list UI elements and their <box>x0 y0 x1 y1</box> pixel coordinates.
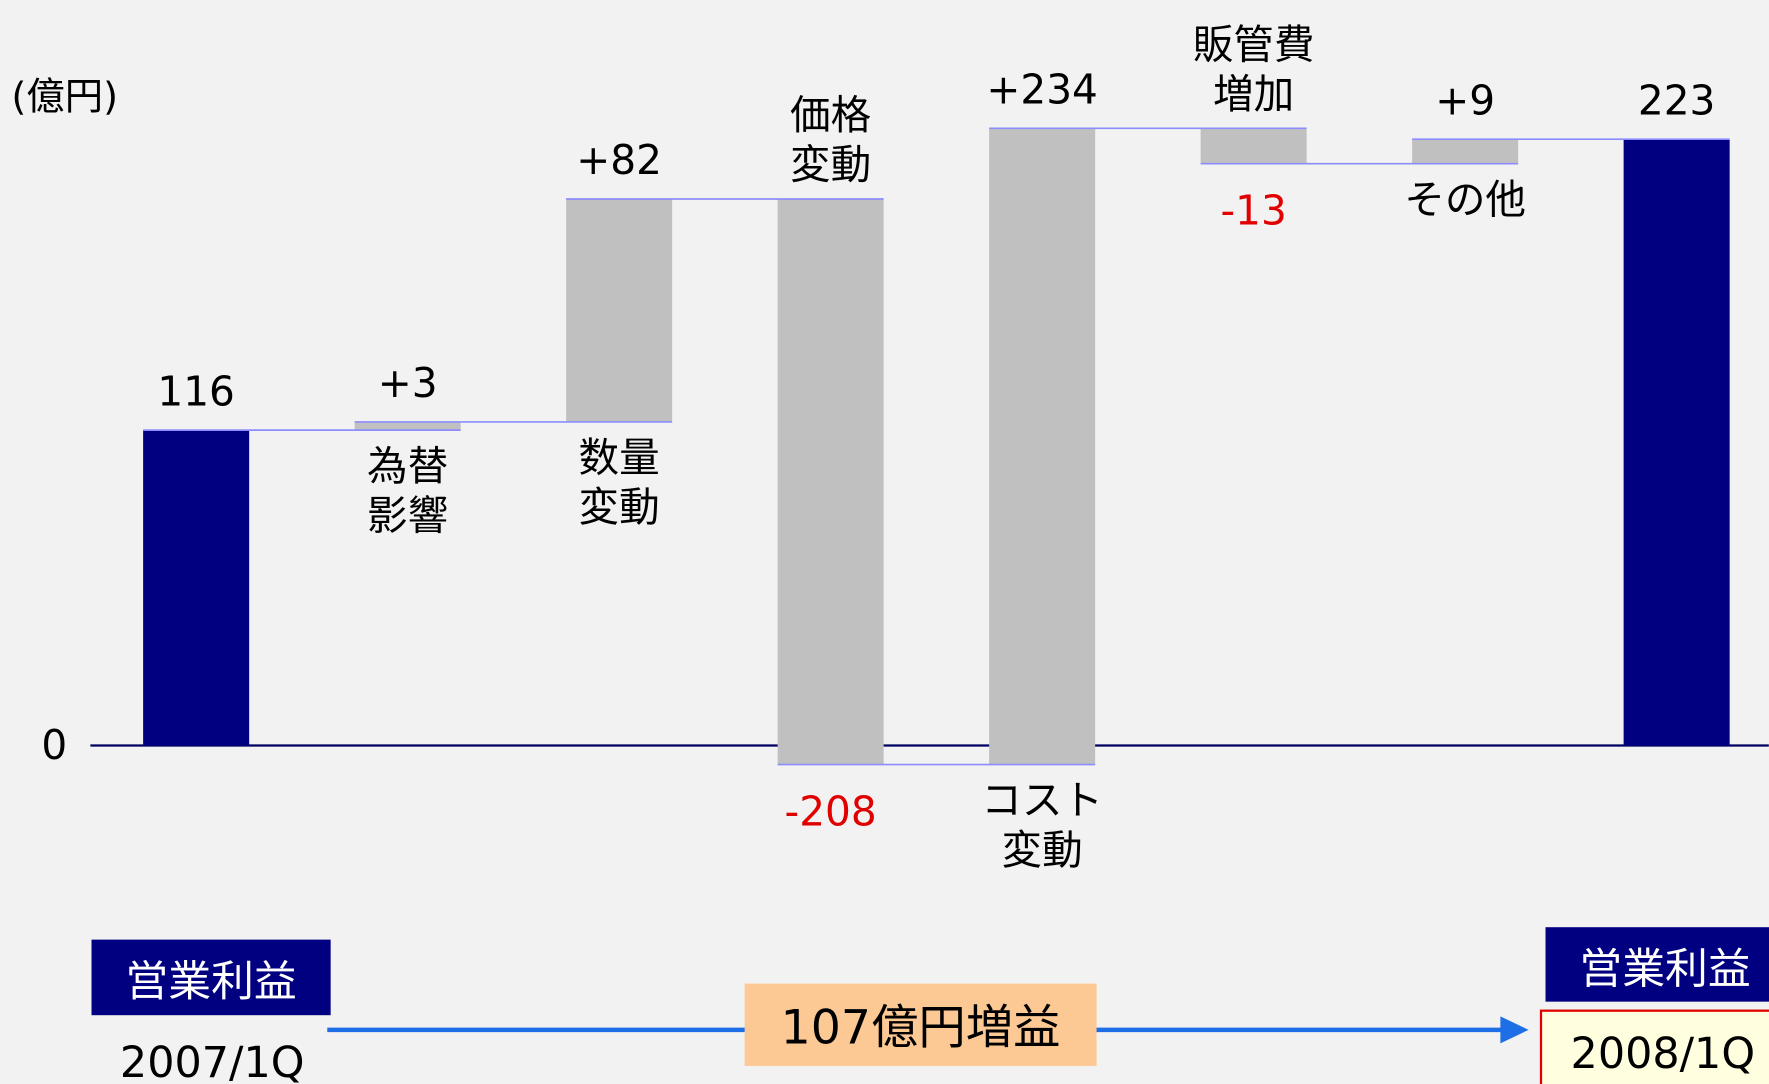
bar <box>143 430 250 746</box>
value-label: +9 <box>1435 76 1495 124</box>
bar <box>354 421 461 431</box>
bar <box>989 128 1096 765</box>
y-tick-label: 0 <box>41 721 67 769</box>
category-line: 数量 <box>579 434 660 482</box>
end-label: 営業利益 <box>1579 945 1750 995</box>
bar <box>1623 139 1730 746</box>
value-label: +82 <box>576 136 662 184</box>
value-label: 116 <box>157 367 234 415</box>
category-line: 変動 <box>790 141 871 189</box>
category-line: 為替 <box>367 442 448 490</box>
value-label: +234 <box>986 66 1098 114</box>
category-line: 価格 <box>790 91 871 139</box>
bar <box>1200 128 1307 164</box>
category-line: その他 <box>1404 175 1526 223</box>
category-line: 販管費 <box>1193 20 1315 68</box>
value-label: -208 <box>785 787 877 835</box>
end-box <box>1545 927 1769 1002</box>
category-label: 数量変動 <box>579 434 660 532</box>
value-label: -13 <box>1220 187 1286 235</box>
bar <box>1412 139 1519 164</box>
bar <box>566 199 673 422</box>
category-label: 価格変動 <box>790 91 871 189</box>
arrow-head <box>1500 1016 1529 1044</box>
change-label: 107億円増益 <box>781 1000 1061 1055</box>
category-line: コスト <box>981 776 1103 824</box>
category-line: 変動 <box>1002 826 1083 874</box>
end-period-box <box>1539 1009 1769 1084</box>
category-label: その他 <box>1404 175 1526 223</box>
category-line: 影響 <box>367 491 448 539</box>
category-label: コスト変動 <box>981 776 1103 874</box>
category-line: 変動 <box>579 483 660 531</box>
end-period: 2008/1Q <box>1571 1029 1756 1079</box>
category-label: 販管費増加 <box>1193 20 1315 118</box>
change-box <box>744 983 1097 1066</box>
category-line: 増加 <box>1213 70 1294 118</box>
value-label: 223 <box>1638 76 1715 124</box>
start-period: 2007/1Q <box>120 1038 305 1084</box>
bar <box>777 199 884 765</box>
value-label: +3 <box>378 359 438 407</box>
y-axis-label: (億円) <box>11 74 118 119</box>
start-box <box>91 939 331 1016</box>
category-label: 為替影響 <box>367 442 448 540</box>
start-label: 営業利益 <box>125 957 296 1007</box>
